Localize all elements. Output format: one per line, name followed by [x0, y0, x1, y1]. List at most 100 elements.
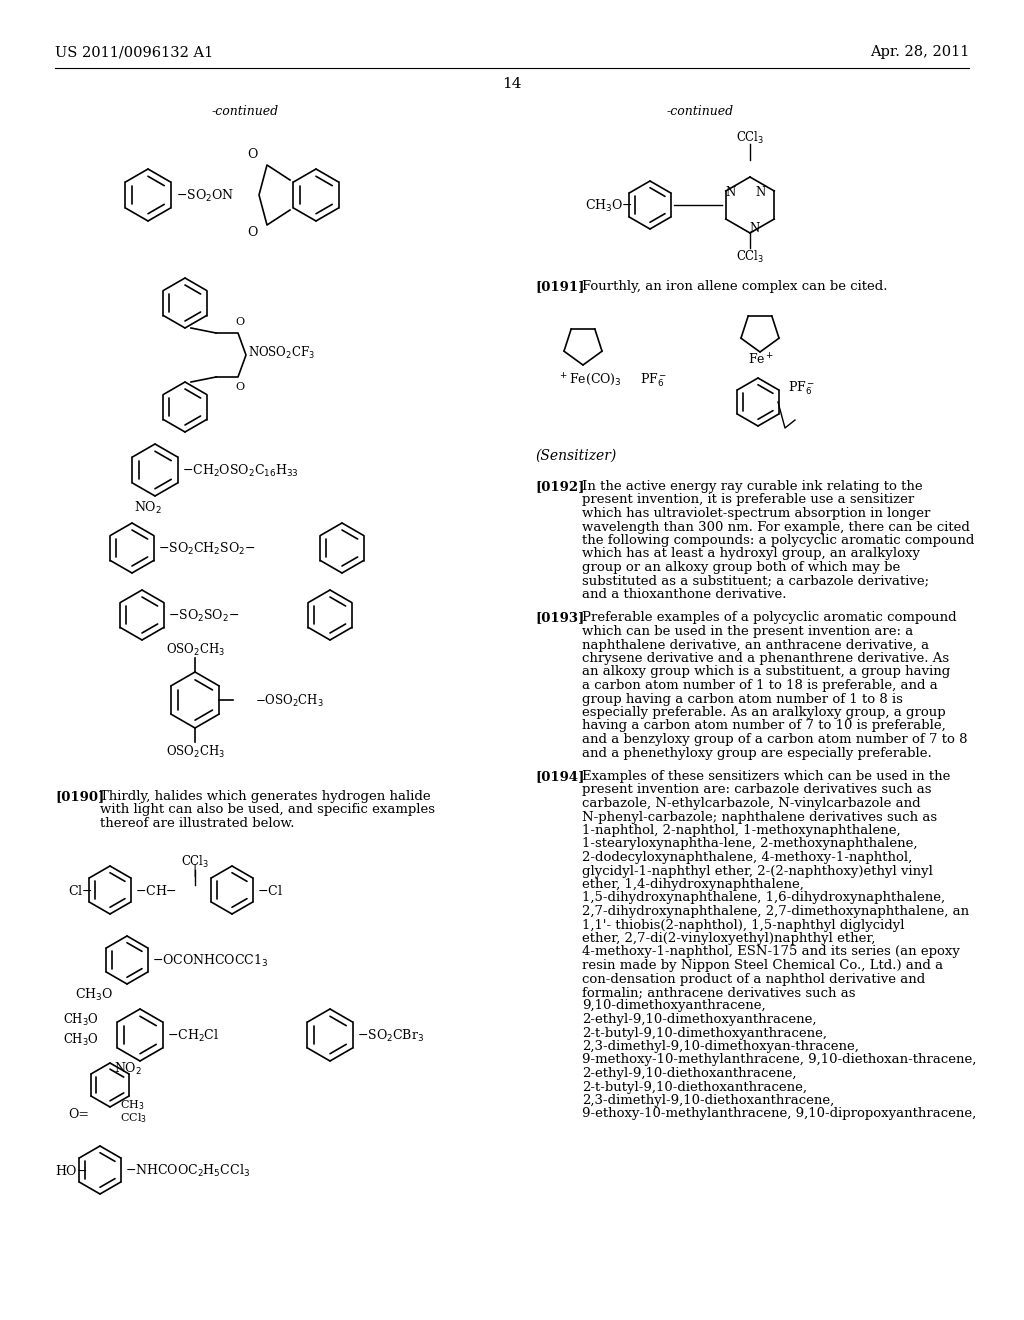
Text: O: O: [236, 381, 245, 392]
Text: the following compounds: a polycyclic aromatic compound: the following compounds: a polycyclic ar…: [582, 535, 975, 546]
Text: O: O: [247, 149, 257, 161]
Text: $-$OCONHCOCC1$_3$: $-$OCONHCOCC1$_3$: [152, 953, 268, 969]
Text: O: O: [247, 227, 257, 239]
Text: Examples of these sensitizers which can be used in the: Examples of these sensitizers which can …: [582, 770, 950, 783]
Text: 9,10-dimethoxyanthracene,: 9,10-dimethoxyanthracene,: [582, 999, 766, 1012]
Text: CH$_3$: CH$_3$: [120, 1098, 144, 1111]
Text: CH$_3$O: CH$_3$O: [63, 1012, 99, 1028]
Text: NOSO$_2$CF$_3$: NOSO$_2$CF$_3$: [248, 345, 315, 362]
Text: with light can also be used, and specific examples: with light can also be used, and specifi…: [100, 804, 435, 817]
Text: 1,5-dihydroxynaphthalene, 1,6-dihydroxynaphthalene,: 1,5-dihydroxynaphthalene, 1,6-dihydroxyn…: [582, 891, 945, 904]
Text: [0193]: [0193]: [535, 611, 585, 624]
Text: resin made by Nippon Steel Chemical Co., Ltd.) and a: resin made by Nippon Steel Chemical Co.,…: [582, 960, 943, 972]
Text: and a phenethyloxy group are especially preferable.: and a phenethyloxy group are especially …: [582, 747, 932, 759]
Text: -continued: -continued: [211, 106, 279, 117]
Text: OSO$_2$CH$_3$: OSO$_2$CH$_3$: [166, 744, 224, 760]
Text: and a benzyloxy group of a carbon atom number of 7 to 8: and a benzyloxy group of a carbon atom n…: [582, 733, 968, 746]
Text: [0194]: [0194]: [535, 770, 585, 783]
Text: $-$SO$_2$CH$_2$SO$_2$$-$: $-$SO$_2$CH$_2$SO$_2$$-$: [158, 541, 256, 557]
Text: group or an alkoxy group both of which may be: group or an alkoxy group both of which m…: [582, 561, 900, 574]
Text: $-$OSO$_2$CH$_3$: $-$OSO$_2$CH$_3$: [255, 693, 324, 709]
Text: 2,3-dimethyl-9,10-dimethoxyan-thracene,: 2,3-dimethyl-9,10-dimethoxyan-thracene,: [582, 1040, 859, 1053]
Text: N: N: [755, 186, 765, 198]
Text: wavelength than 300 nm. For example, there can be cited: wavelength than 300 nm. For example, the…: [582, 520, 970, 533]
Text: $-$NHCOOC$_2$H$_5$CCl$_3$: $-$NHCOOC$_2$H$_5$CCl$_3$: [125, 1163, 250, 1179]
Text: ether, 1,4-dihydroxynaphthalene,: ether, 1,4-dihydroxynaphthalene,: [582, 878, 804, 891]
Text: substituted as a substituent; a carbazole derivative;: substituted as a substituent; a carbazol…: [582, 574, 929, 587]
Text: Preferable examples of a polycyclic aromatic compound: Preferable examples of a polycyclic arom…: [582, 611, 956, 624]
Text: N: N: [726, 186, 736, 198]
Text: US 2011/0096132 A1: US 2011/0096132 A1: [55, 45, 213, 59]
Text: PF$_6^-$: PF$_6^-$: [788, 379, 815, 397]
Text: especially preferable. As an aralkyloxy group, a group: especially preferable. As an aralkyloxy …: [582, 706, 945, 719]
Text: 2-ethyl-9,10-diethoxanthracene,: 2-ethyl-9,10-diethoxanthracene,: [582, 1067, 797, 1080]
Text: OSO$_2$CH$_3$: OSO$_2$CH$_3$: [166, 642, 224, 659]
Text: present invention, it is preferable use a sensitizer: present invention, it is preferable use …: [582, 494, 914, 507]
Text: thereof are illustrated below.: thereof are illustrated below.: [100, 817, 295, 830]
Text: an alkoxy group which is a substituent, a group having: an alkoxy group which is a substituent, …: [582, 665, 950, 678]
Text: having a carbon atom number of 7 to 10 is preferable,: having a carbon atom number of 7 to 10 i…: [582, 719, 946, 733]
Text: 2,3-dimethyl-9,10-diethoxanthracene,: 2,3-dimethyl-9,10-diethoxanthracene,: [582, 1094, 835, 1107]
Text: Thirdly, halides which generates hydrogen halide: Thirdly, halides which generates hydroge…: [100, 789, 431, 803]
Text: [0191]: [0191]: [535, 280, 585, 293]
Text: CCl$_3$: CCl$_3$: [736, 249, 764, 265]
Text: $-$SO$_2$CBr$_3$: $-$SO$_2$CBr$_3$: [357, 1028, 424, 1044]
Text: 1-stearyloxynaphtha-lene, 2-methoxynaphthalene,: 1-stearyloxynaphtha-lene, 2-methoxynapht…: [582, 837, 918, 850]
Text: O: O: [236, 317, 245, 327]
Text: naphthalene derivative, an anthracene derivative, a: naphthalene derivative, an anthracene de…: [582, 639, 929, 652]
Text: ether, 2,7-di(2-vinyloxyethyl)naphthyl ether,: ether, 2,7-di(2-vinyloxyethyl)naphthyl e…: [582, 932, 876, 945]
Text: N: N: [750, 223, 760, 235]
Text: Fourthly, an iron allene complex can be cited.: Fourthly, an iron allene complex can be …: [582, 280, 888, 293]
Text: group having a carbon atom number of 1 to 8 is: group having a carbon atom number of 1 t…: [582, 693, 903, 705]
Text: PF$_6^-$: PF$_6^-$: [640, 371, 668, 389]
Text: 1-naphthol, 2-naphthol, 1-methoxynaphthalene,: 1-naphthol, 2-naphthol, 1-methoxynaphtha…: [582, 824, 901, 837]
Text: formalin; anthracene derivatives such as: formalin; anthracene derivatives such as: [582, 986, 855, 999]
Text: which can be used in the present invention are: a: which can be used in the present inventi…: [582, 624, 913, 638]
Text: 4-methoxy-1-naphthol, ESN-175 and its series (an epoxy: 4-methoxy-1-naphthol, ESN-175 and its se…: [582, 945, 959, 958]
Text: 9-ethoxy-10-methylanthracene, 9,10-dipropoxyanthracene,: 9-ethoxy-10-methylanthracene, 9,10-dipro…: [582, 1107, 976, 1121]
Text: 2-t-butyl-9,10-dimethoxyanthracene,: 2-t-butyl-9,10-dimethoxyanthracene,: [582, 1027, 827, 1040]
Text: $-$SO$_2$ON: $-$SO$_2$ON: [176, 187, 234, 205]
Text: a carbon atom number of 1 to 18 is preferable, and a: a carbon atom number of 1 to 18 is prefe…: [582, 678, 938, 692]
Text: chrysene derivative and a phenanthrene derivative. As: chrysene derivative and a phenanthrene d…: [582, 652, 949, 665]
Text: con-densation product of a naphthol derivative and: con-densation product of a naphthol deri…: [582, 973, 926, 986]
Text: 2-dodecyloxynaphthalene, 4-methoxy-1-naphthol,: 2-dodecyloxynaphthalene, 4-methoxy-1-nap…: [582, 851, 912, 865]
Text: Apr. 28, 2011: Apr. 28, 2011: [870, 45, 970, 59]
Text: NO$_2$: NO$_2$: [114, 1061, 142, 1077]
Text: $^+$Fe(CO)$_3$: $^+$Fe(CO)$_3$: [558, 372, 622, 388]
Text: CH$_3$O: CH$_3$O: [63, 1032, 99, 1048]
Text: 2,7-dihydroxynaphthalene, 2,7-dimethoxynaphthalene, an: 2,7-dihydroxynaphthalene, 2,7-dimethoxyn…: [582, 906, 969, 917]
Text: and a thioxanthone derivative.: and a thioxanthone derivative.: [582, 587, 786, 601]
Text: CH$_3$O: CH$_3$O: [75, 987, 113, 1003]
Text: carbazole, N-ethylcarbazole, N-vinylcarbazole and: carbazole, N-ethylcarbazole, N-vinylcarb…: [582, 797, 921, 810]
Text: N-phenyl-carbazole; naphthalene derivatives such as: N-phenyl-carbazole; naphthalene derivati…: [582, 810, 937, 824]
Text: O=: O=: [68, 1109, 89, 1122]
Text: 9-methoxy-10-methylanthracene, 9,10-diethoxan-thracene,: 9-methoxy-10-methylanthracene, 9,10-diet…: [582, 1053, 976, 1067]
Text: CCl$_3$: CCl$_3$: [120, 1111, 146, 1125]
Text: 2-t-butyl-9,10-diethoxanthracene,: 2-t-butyl-9,10-diethoxanthracene,: [582, 1081, 807, 1093]
Text: 14: 14: [502, 77, 522, 91]
Text: In the active energy ray curable ink relating to the: In the active energy ray curable ink rel…: [582, 480, 923, 492]
Text: $-$CH$-$: $-$CH$-$: [135, 884, 177, 898]
Text: Fe$^+$: Fe$^+$: [748, 352, 774, 368]
Text: CCl$_3$: CCl$_3$: [181, 854, 209, 870]
Text: -continued: -continued: [667, 106, 733, 117]
Text: NO$_2$: NO$_2$: [134, 500, 162, 516]
Text: $-$CH$_2$OSO$_2$C$_{16}$H$_{33}$: $-$CH$_2$OSO$_2$C$_{16}$H$_{33}$: [182, 463, 299, 479]
Text: |: |: [193, 865, 198, 876]
Text: CCl$_3$: CCl$_3$: [736, 129, 764, 147]
Text: 1,1'- thiobis(2-naphthol), 1,5-naphthyl diglycidyl: 1,1'- thiobis(2-naphthol), 1,5-naphthyl …: [582, 919, 904, 932]
Text: $-$CH$_2$Cl: $-$CH$_2$Cl: [167, 1028, 219, 1044]
Text: HO$-$: HO$-$: [55, 1164, 87, 1177]
Text: which has ultraviolet-spectrum absorption in longer: which has ultraviolet-spectrum absorptio…: [582, 507, 931, 520]
Text: [0192]: [0192]: [535, 480, 585, 492]
Text: glycidyl-1-naphthyl ether, 2-(2-naphthoxy)ethyl vinyl: glycidyl-1-naphthyl ether, 2-(2-naphthox…: [582, 865, 933, 878]
Text: (Sensitizer): (Sensitizer): [535, 449, 616, 463]
Text: 2-ethyl-9,10-dimethoxyanthracene,: 2-ethyl-9,10-dimethoxyanthracene,: [582, 1012, 816, 1026]
Text: Cl$-$: Cl$-$: [68, 884, 93, 898]
Text: CH$_3$O$-$: CH$_3$O$-$: [585, 198, 633, 214]
Text: [0190]: [0190]: [55, 789, 104, 803]
Text: $-$SO$_2$SO$_2$$-$: $-$SO$_2$SO$_2$$-$: [168, 609, 240, 624]
Text: which has at least a hydroxyl group, an aralkyloxy: which has at least a hydroxyl group, an …: [582, 548, 920, 561]
Text: present invention are: carbazole derivatives such as: present invention are: carbazole derivat…: [582, 784, 932, 796]
